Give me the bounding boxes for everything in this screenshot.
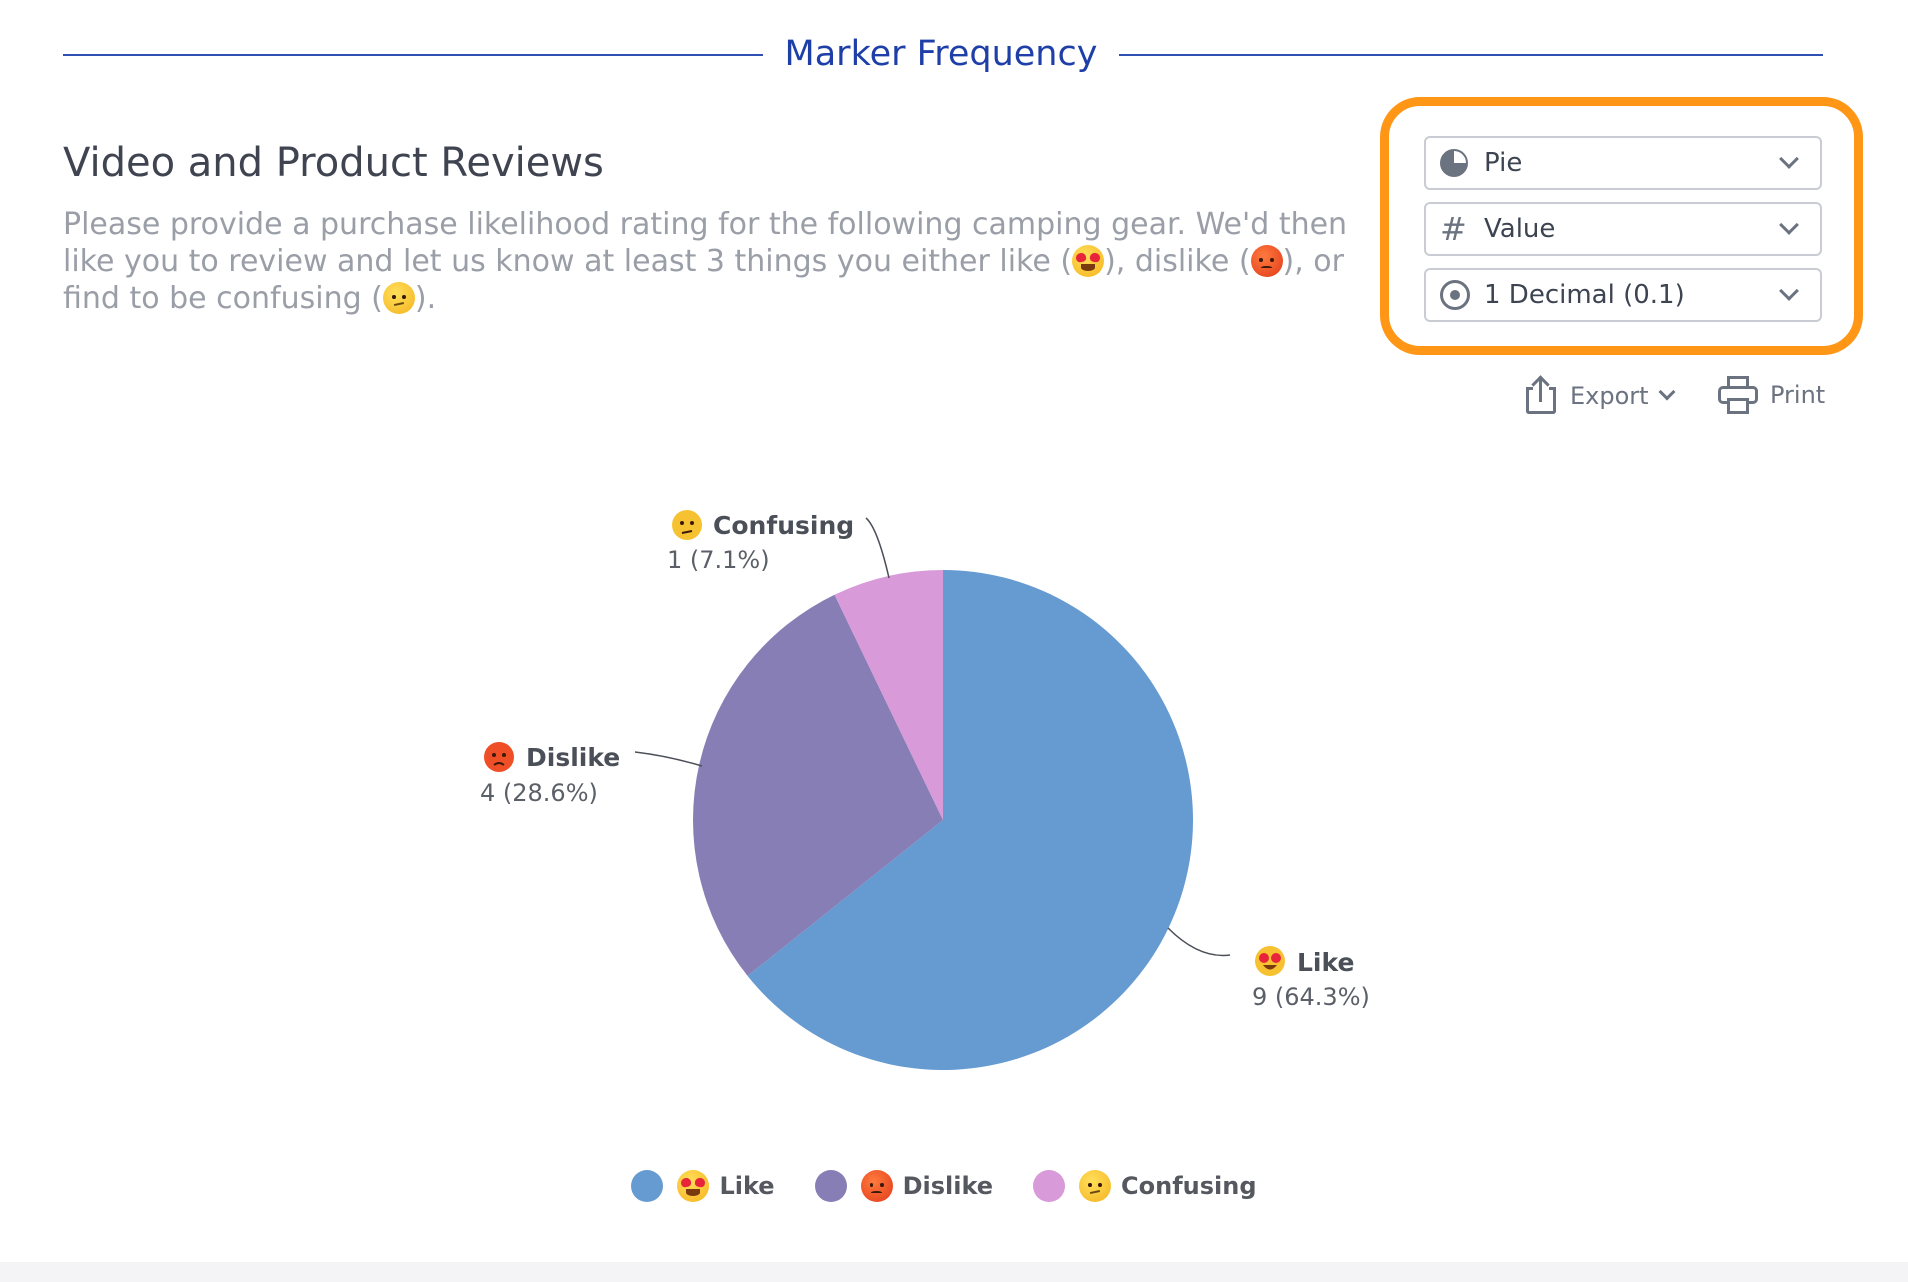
print-label: Print — [1770, 381, 1826, 409]
pie-slice-dislike[interactable] — [693, 594, 943, 976]
pie-slice-confusing[interactable] — [834, 570, 943, 820]
leader-line — [634, 751, 703, 767]
pie-chart: Like 9 (64.3%) Dislike 4 (28.6%) Confusing 1 … — [480, 510, 1370, 1070]
desc-text-4: ). — [414, 281, 437, 316]
export-button[interactable]: Export — [1524, 375, 1676, 416]
love-eyes-emoji-icon — [1255, 946, 1285, 976]
bottom-strip — [0, 1262, 1908, 1282]
desc-text-2: ), dislike ( — [1104, 244, 1251, 279]
slice-label-like: Like — [1297, 948, 1354, 977]
angry-emoji-icon — [1250, 245, 1283, 277]
slice-label-dislike: Dislike — [526, 743, 620, 772]
chart-options-highlight — [1380, 97, 1863, 355]
pie-slice-like[interactable] — [747, 570, 1193, 1070]
angry-emoji-icon — [860, 1170, 893, 1202]
chart-legend: Like Dislike Confusing — [0, 1170, 1898, 1202]
legend-swatch — [1033, 1170, 1066, 1202]
legend-label: Confusing — [1121, 1172, 1257, 1200]
heart-eyes-emoji-icon — [1072, 245, 1105, 277]
print-button[interactable]: Print — [1718, 376, 1825, 414]
question-description: Please provide a purchase likelihood rat… — [63, 206, 1363, 317]
hash-icon: # — [1440, 210, 1467, 248]
legend-swatch — [814, 1170, 847, 1202]
slice-label-confusing: Confusing — [713, 511, 854, 540]
angry-emoji-icon — [484, 742, 514, 772]
desc-text-1: Please provide a purchase likelihood rat… — [63, 207, 1348, 279]
header-rule-left — [63, 54, 763, 56]
legend-label: Like — [719, 1172, 775, 1200]
leader-line — [865, 517, 890, 579]
precision-label: 1 Decimal (0.1) — [1484, 280, 1685, 310]
printer-icon — [1718, 376, 1758, 414]
value-mode-select[interactable]: # Value — [1424, 202, 1822, 256]
radio-icon — [1440, 280, 1470, 310]
section-header: Marker Frequency — [63, 30, 1823, 82]
chart-type-select[interactable]: Pie — [1424, 136, 1822, 190]
export-label: Export — [1570, 382, 1649, 410]
header-rule-right — [1119, 54, 1823, 56]
value-mode-label: Value — [1484, 214, 1556, 244]
legend-item-confusing[interactable]: Confusing — [1033, 1170, 1257, 1202]
confused-emoji-icon — [672, 510, 702, 540]
confused-emoji-icon — [382, 282, 415, 314]
chart-type-label: Pie — [1484, 148, 1523, 178]
slice-value-like: 9 (64.3%) — [1252, 983, 1370, 1011]
legend-label: Dislike — [902, 1172, 994, 1200]
love-eyes-emoji-icon — [677, 1170, 710, 1202]
legend-item-dislike[interactable]: Dislike — [814, 1170, 994, 1202]
slice-value-confusing: 1 (7.1%) — [667, 546, 770, 574]
legend-swatch — [631, 1170, 664, 1202]
legend-item-like[interactable]: Like — [631, 1170, 775, 1202]
section-title: Marker Frequency — [784, 34, 1098, 74]
export-icon — [1524, 375, 1558, 416]
precision-select[interactable]: 1 Decimal (0.1) — [1424, 268, 1822, 322]
leader-line — [1167, 927, 1231, 957]
question-title: Video and Product Reviews — [63, 140, 604, 186]
pie-icon — [1440, 148, 1470, 178]
confused-emoji-icon — [1079, 1170, 1112, 1202]
slice-value-dislike: 4 (28.6%) — [480, 779, 598, 807]
desc-text-3: ), or find to be confusing ( — [63, 244, 1344, 316]
